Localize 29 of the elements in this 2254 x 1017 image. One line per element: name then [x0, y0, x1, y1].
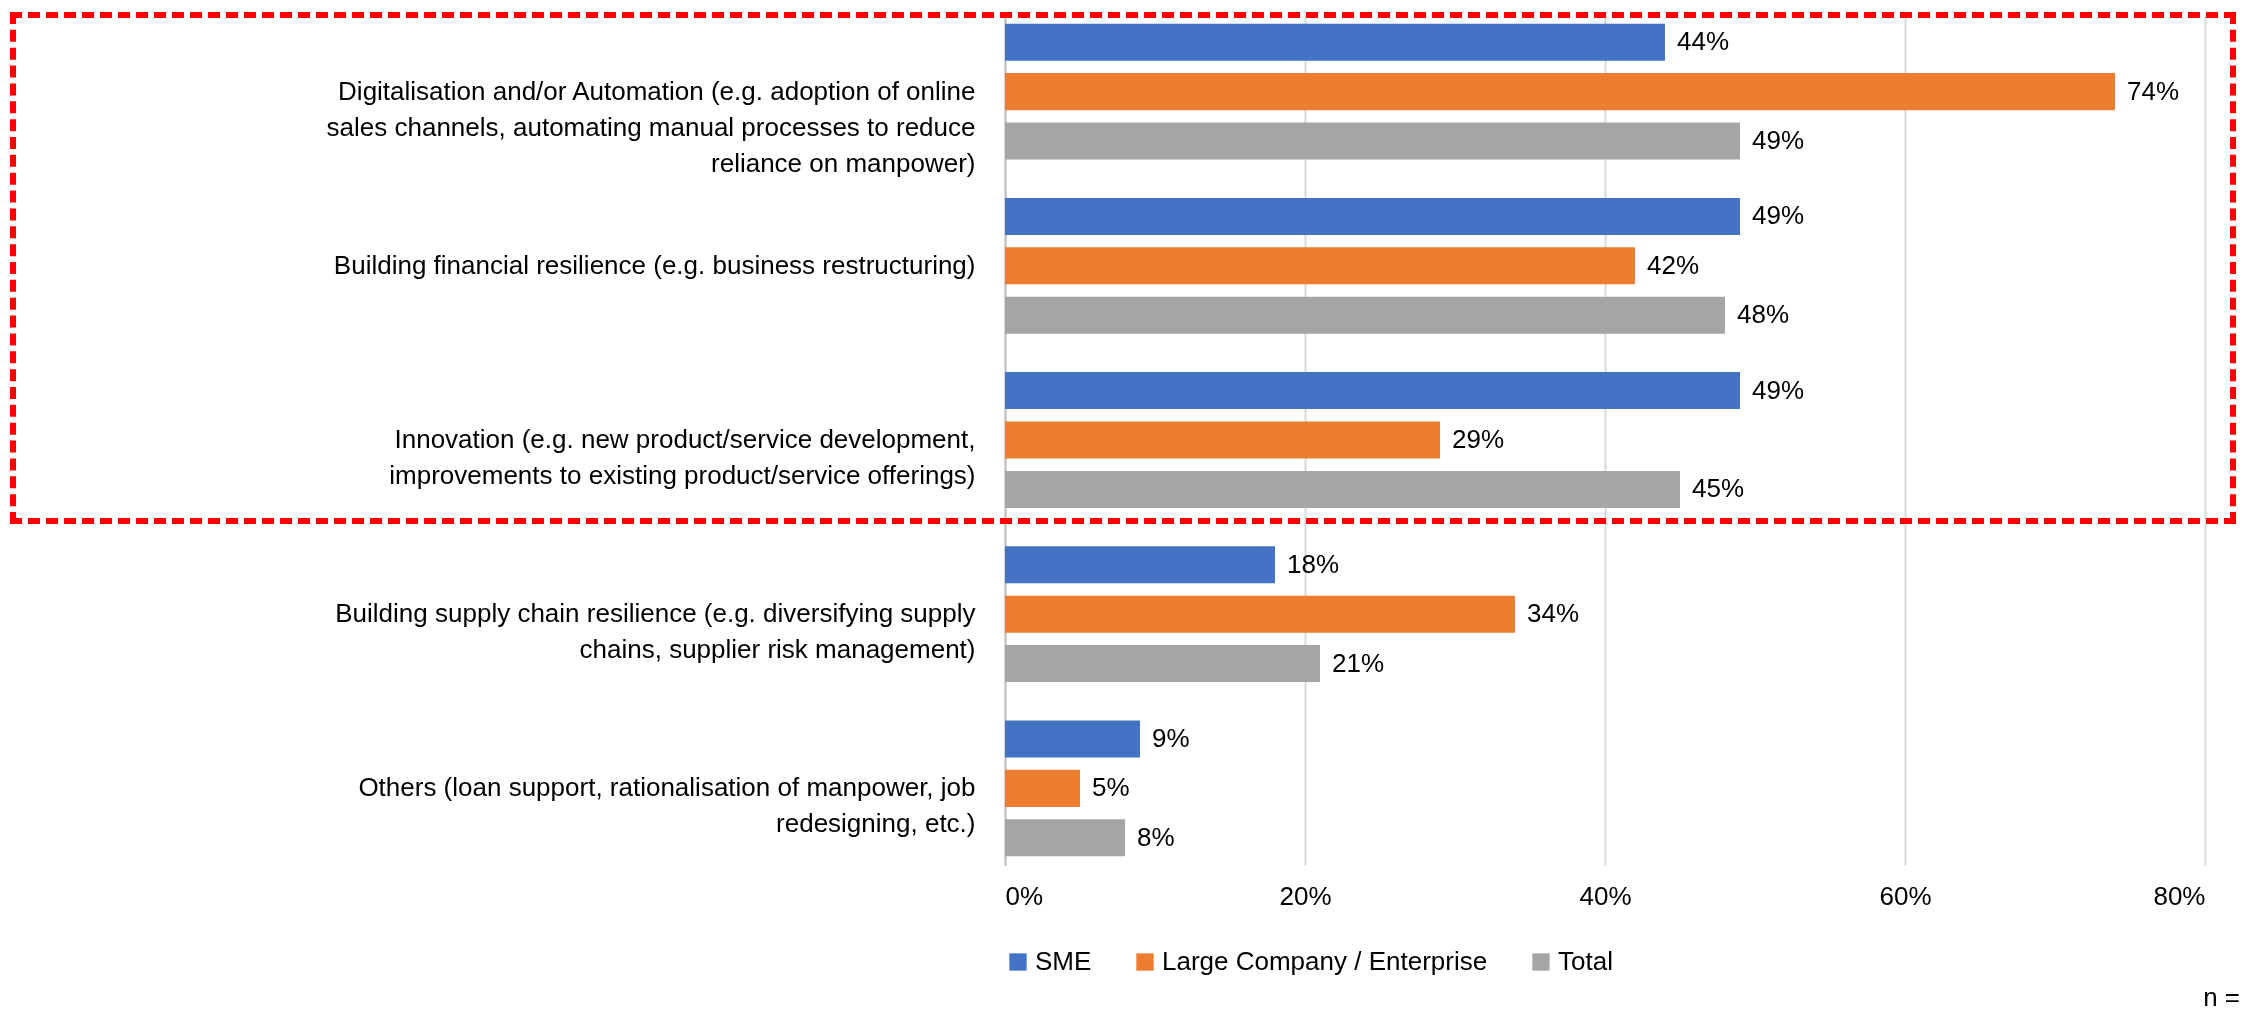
data-label: 34%: [1527, 598, 1580, 629]
x-tick-label: 60%: [1879, 880, 1932, 911]
x-tick-label: 20%: [1279, 880, 1332, 911]
data-label: 29%: [1452, 424, 1505, 454]
text: n =: [2203, 982, 2240, 1013]
data-label: 5%: [1092, 772, 1130, 803]
data-label: 42%: [1647, 249, 1700, 280]
data-label: 8%: [1137, 821, 1175, 852]
legend-label: Total: [1558, 946, 1613, 976]
data-label: 21%: [1332, 647, 1385, 678]
x-tick-label: 40%: [1579, 880, 1632, 911]
legend-label: Large Company / Enterprise: [1162, 946, 1488, 976]
data-label: 49%: [1752, 200, 1805, 231]
x-tick-label: 0%: [1005, 880, 1044, 911]
data-label: 49%: [1752, 374, 1805, 405]
data-label: 48%: [1737, 299, 1790, 330]
y-tick-label: Innovation (e.g. new product/service development, improvements to existing product/service offerings): [389, 424, 976, 490]
legend-label: SME: [1035, 946, 1092, 976]
data-label: 44%: [1677, 26, 1730, 57]
data-label: 9%: [1152, 722, 1190, 753]
x-tick-label: 80%: [2153, 880, 2206, 911]
y-tick-label: Others (loan support, rationalisation of manpower, job redesigning, etc.): [358, 772, 976, 839]
data-label: 18%: [1287, 548, 1340, 579]
y-tick-label: Building financial resilience (e.g. business restructuring): [333, 249, 976, 280]
y-tick-label: Building supply chain resilience (e.g. diversifying supply chains, supplier risk management): [335, 598, 976, 665]
data-label: 49%: [1752, 125, 1805, 156]
data-label: 45%: [1692, 473, 1745, 504]
data-label: 74%: [2127, 75, 2180, 106]
y-tick-label: Digitalisation and/or Automation (e.g. adoption of online sales channels, automating manual processes to reduce reliance on manpower): [326, 75, 976, 178]
